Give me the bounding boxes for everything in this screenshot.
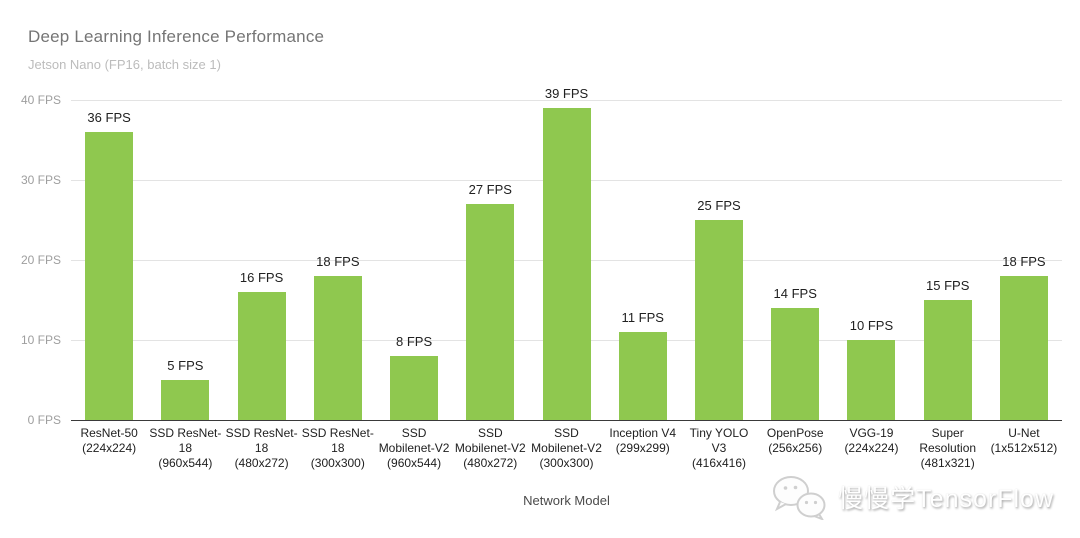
chart-bar [542, 108, 591, 420]
gridline: 40 FPS [21, 93, 1062, 107]
x-axis-tick-label: SSD Mobilenet-V2 (960x544) [378, 426, 450, 470]
watermark-text: 慢慢学TensorFlow [838, 485, 1054, 513]
bar-value-label: 5 FPS [167, 358, 204, 373]
bar-slot: 11 FPS [605, 100, 681, 420]
bar-value-label: 11 FPS [621, 310, 664, 325]
chart-bar [161, 380, 210, 420]
y-axis-tick-label: 10 FPS [20, 333, 61, 347]
x-axis-tick-label: SSD Mobilenet-V2 (300x300) [531, 426, 602, 470]
x-axis-line: 0 FPS [28, 413, 1062, 427]
bar-slot: 10 FPS [833, 100, 909, 420]
watermark: 慢慢学TensorFlow [770, 474, 1054, 520]
chart-bar [237, 292, 286, 420]
x-axis-tick-label: U-Net (1x512x512) [990, 426, 1058, 455]
bars-layer: 36 FPS 5 FPS 16 FPS 18 FPS 8 FPS 27 FPS 39 FPS… [71, 86, 1062, 420]
chart-title: Deep Learning Inference Performance [28, 27, 325, 46]
chart-bar [694, 220, 743, 420]
chart-bar [466, 204, 515, 420]
bar-value-label: 8 FPS [395, 334, 433, 349]
bar-slot: 27 FPS [452, 100, 528, 420]
bar-slot: 39 FPS [528, 86, 604, 420]
x-axis-tick-label: VGG-19 (224x224) [844, 426, 899, 455]
chart-subtitle: Jetson Nano (FP16, batch size 1) [28, 57, 221, 72]
bar-value-label: 10 FPS [849, 318, 894, 333]
bar-value-label: 36 FPS [87, 110, 131, 125]
wechat-icon [773, 476, 826, 520]
x-axis-tick-label: Inception V4 (299x299) [609, 426, 677, 455]
chart-bar [85, 132, 134, 420]
bar-value-label: 14 FPS [773, 286, 817, 301]
chart-bar [999, 276, 1048, 420]
bar-slot: 16 FPS [223, 100, 299, 420]
bar-value-label: 27 FPS [468, 182, 512, 197]
x-axis-tick-label: SSD ResNet- 18 (960x544) [149, 426, 222, 470]
bar-value-label: 16 FPS [239, 270, 284, 285]
x-axis-tick-label: SSD ResNet- 18 (300x300) [301, 426, 374, 470]
plot-area: 40 FPS 30 FPS 20 FPS 10 FPS 0 FPS 36 FPS 5 FP… [21, 86, 1062, 427]
chart-bar [313, 276, 362, 420]
bar-slot: 14 FPS [757, 100, 833, 420]
x-axis-tick-label: Tiny YOLO V3 (416x416) [689, 426, 749, 470]
bar-slot: 5 FPS [147, 100, 223, 420]
x-axis-tick-label: ResNet-50 (224x224) [80, 426, 138, 455]
x-axis-tick-label: SSD Mobilenet-V2 (480x272) [454, 426, 526, 470]
x-axis-tick-label: OpenPose (256x256) [766, 426, 824, 455]
bar-slot: 36 FPS [71, 100, 147, 420]
bar-slot: 8 FPS [376, 100, 452, 420]
y-axis-tick-label: 20 FPS [20, 253, 61, 267]
bar-value-label: 15 FPS [926, 278, 970, 293]
bar-value-label: 18 FPS [316, 254, 360, 269]
bar-slot: 18 FPS [986, 100, 1062, 420]
y-axis-tick-label: 30 FPS [20, 173, 61, 187]
x-axis-tick-label: Super Resolution (481x321) [919, 426, 977, 470]
chart-bar [923, 300, 972, 420]
x-axis-tick-label: SSD ResNet- 18 (480x272) [225, 426, 298, 470]
bar-value-label: 39 FPS [544, 86, 589, 101]
y-axis-tick-label: 0 FPS [27, 413, 61, 427]
chart-bar [618, 332, 667, 420]
chart-bar [771, 308, 820, 420]
bar-slot: 18 FPS [300, 100, 376, 420]
chart-bar [847, 340, 896, 420]
y-axis-tick-label: 40 FPS [20, 93, 61, 107]
bar-slot: 25 FPS [681, 100, 757, 420]
bar-value-label: 25 FPS [697, 198, 741, 213]
x-axis-title: Network Model [523, 493, 610, 508]
chart-bar [390, 356, 439, 420]
bar-slot: 15 FPS [910, 100, 986, 420]
bar-value-label: 18 FPS [1002, 254, 1046, 269]
x-axis-tick-labels: ResNet-50 (224x224) SSD ResNet- 18 (960x5… [71, 426, 1062, 471]
